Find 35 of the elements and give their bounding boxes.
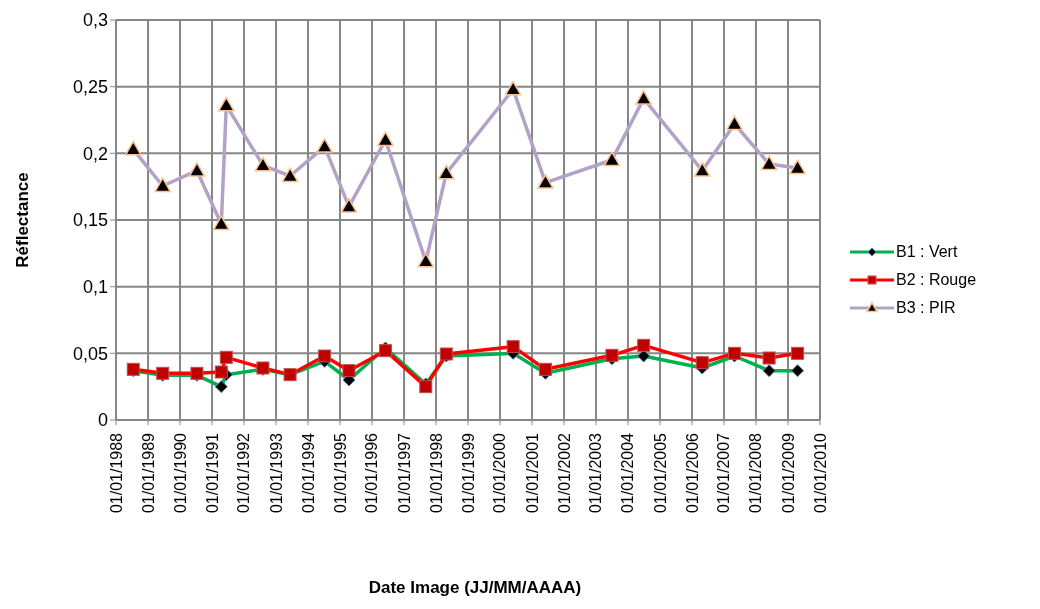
x-tick-label: 01/01/2006 (683, 432, 701, 514)
legend-label: B2 : Rouge (896, 271, 977, 289)
x-tick-label: 01/01/1990 (171, 432, 189, 514)
y-tick-label: 0,25 (72, 77, 108, 98)
x-tick-label: 01/01/1997 (395, 432, 413, 514)
x-tick-label: 01/01/1988 (107, 432, 125, 514)
x-tick-label: 01/01/2009 (779, 432, 797, 514)
x-tick-label: 01/01/1995 (331, 432, 349, 514)
x-tick-label: 01/01/2001 (523, 432, 541, 514)
x-tick-label: 01/01/2008 (747, 432, 765, 514)
y-tick-label: 0,05 (72, 343, 108, 364)
x-tick-label: 01/01/1998 (427, 432, 445, 514)
x-tick-label: 01/01/1996 (363, 432, 381, 514)
x-axis-title: Date Image (JJ/MM/AAAA) (367, 578, 583, 598)
y-tick-label: 0,3 (82, 10, 108, 31)
legend-label: B3 : PIR (896, 299, 956, 317)
x-tick-label: 01/01/1991 (203, 432, 221, 514)
x-tick-label: 01/01/1999 (459, 432, 477, 514)
x-tick-label: 01/01/2000 (491, 432, 509, 514)
y-axis-title: Réflectance (13, 172, 33, 268)
y-tick-label: 0 (97, 410, 108, 431)
x-tick-label: 01/01/2005 (651, 432, 669, 514)
x-tick-label: 01/01/2010 (811, 432, 829, 514)
x-tick-label: 01/01/2002 (555, 432, 573, 514)
y-tick-label: 0,1 (82, 277, 108, 298)
x-tick-label: 01/01/1992 (235, 432, 253, 514)
y-tick-label: 0,2 (82, 143, 108, 164)
x-tick-label: 01/01/1994 (299, 432, 317, 514)
x-tick-label: 01/01/2007 (715, 432, 733, 514)
y-tick-label: 0,15 (72, 210, 108, 231)
x-tick-label: 01/01/2003 (587, 432, 605, 514)
x-tick-label: 01/01/1993 (267, 432, 285, 514)
legend-label: B1 : Vert (896, 243, 958, 261)
x-tick-label: 01/01/2004 (619, 432, 637, 514)
x-tick-label: 01/01/1989 (139, 432, 157, 514)
